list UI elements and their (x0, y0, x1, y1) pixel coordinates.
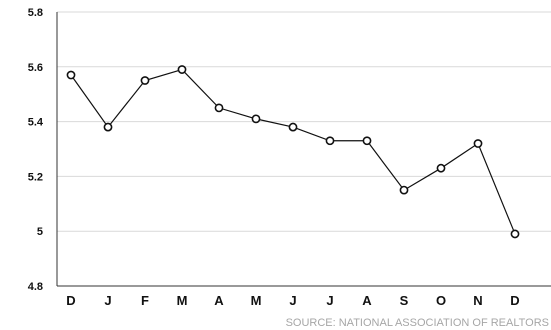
y-tick-label: 4.8 (28, 281, 43, 293)
data-point (399, 185, 409, 195)
data-point (510, 229, 520, 239)
series-line (70, 68, 516, 235)
y-tick-label: 5.6 (28, 62, 43, 74)
gridlines (57, 11, 551, 287)
data-points (66, 65, 520, 239)
data-point (140, 76, 150, 85)
x-tick-label: N (473, 293, 482, 308)
x-tick-label: J (104, 293, 111, 308)
x-tick-label: S (400, 293, 409, 308)
x-tick-label: M (177, 293, 188, 308)
y-tick-label: 5 (37, 226, 43, 238)
data-point (436, 163, 446, 173)
x-tick-label: J (289, 293, 296, 308)
x-tick-label: A (362, 293, 372, 308)
data-point (66, 70, 76, 80)
data-point (177, 65, 187, 74)
x-tick-label: J (326, 293, 333, 308)
data-point (251, 114, 261, 124)
data-point (473, 139, 483, 148)
y-tick-label: 5.8 (28, 7, 43, 19)
y-tick-label: 5.4 (28, 117, 44, 129)
data-point (325, 136, 335, 146)
data-point (103, 122, 113, 132)
x-tick-label: F (141, 293, 149, 308)
x-tick-label: A (214, 293, 224, 308)
source-note: SOURCE: NATIONAL ASSOCIATION OF REALTORS (286, 317, 549, 329)
data-point (214, 103, 224, 113)
y-axis-ticks: 4.8 5 5.2 5.4 5.6 5.8 (28, 7, 44, 293)
data-point (288, 122, 298, 132)
y-tick-label: 5.2 (28, 171, 43, 183)
x-tick-label: D (510, 293, 519, 308)
x-tick-label: M (251, 293, 262, 308)
x-tick-label: D (66, 293, 75, 308)
x-tick-label: O (436, 293, 446, 308)
data-point (362, 136, 372, 146)
